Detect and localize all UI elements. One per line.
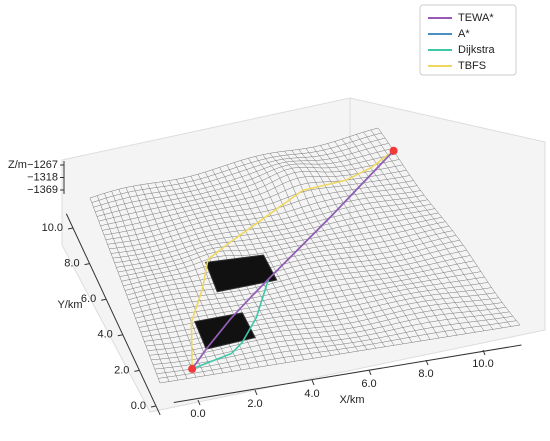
mesh-line <box>98 153 396 222</box>
x-tick-label: 10.0 <box>472 358 493 370</box>
mesh-line <box>298 149 422 342</box>
mesh-line <box>255 156 368 350</box>
mesh-line <box>262 154 377 349</box>
legend <box>419 4 517 76</box>
y-tick <box>101 298 107 301</box>
mesh-line <box>363 131 503 329</box>
mesh-line <box>291 150 413 343</box>
mesh-line <box>377 127 521 326</box>
legend-label: TBFS <box>458 60 486 72</box>
start-point <box>188 364 197 373</box>
mesh-line <box>284 151 404 344</box>
y-axis-label: Y/km <box>57 299 82 311</box>
mesh-line <box>240 160 350 353</box>
mesh-line <box>114 199 428 263</box>
y-tick-label: 10.0 <box>42 222 63 234</box>
mesh-line <box>119 212 439 277</box>
mesh-line <box>356 134 494 330</box>
x-tick <box>197 399 201 406</box>
path-line <box>190 150 395 369</box>
obstacle <box>204 254 278 293</box>
path-line <box>191 150 395 370</box>
x-tick-label: 2.0 <box>247 398 262 410</box>
mesh-line <box>100 159 400 226</box>
y-tick <box>84 263 90 266</box>
mesh-line <box>123 221 446 287</box>
mesh-line <box>370 129 512 327</box>
mesh-line <box>112 194 425 259</box>
mesh-line <box>89 127 379 199</box>
x-tick <box>368 369 372 376</box>
y-tick <box>117 334 123 337</box>
z-tick-label: −1369 <box>27 184 58 196</box>
mesh-line <box>348 136 485 331</box>
mesh-line <box>102 164 403 231</box>
mesh-line <box>116 203 432 268</box>
mesh-line <box>103 169 407 236</box>
x-tick-label: 4.0 <box>304 388 319 400</box>
mesh-line <box>95 143 389 213</box>
x-tick <box>425 359 429 366</box>
z-tick-label: −1318 <box>27 171 58 183</box>
mesh-line <box>91 132 382 203</box>
x-tick <box>311 379 315 386</box>
x-axis <box>173 344 522 403</box>
mesh-line <box>334 141 467 334</box>
mesh-line <box>117 208 435 273</box>
mesh-line <box>327 143 458 336</box>
mesh-line <box>305 148 431 340</box>
mesh-line <box>121 217 442 282</box>
mesh-line <box>277 151 395 346</box>
legend-label: A* <box>458 28 470 40</box>
y-tick <box>67 227 74 230</box>
x-axis-label: X/km <box>339 394 364 406</box>
z-tick-label: −1267 <box>27 159 58 171</box>
x-tick-label: 6.0 <box>361 378 376 390</box>
mesh-line <box>124 225 450 291</box>
mesh-line <box>107 180 414 245</box>
obstacle <box>194 312 256 350</box>
y-tick-label: 6.0 <box>81 293 96 305</box>
x-tick-label: 8.0 <box>418 368 433 380</box>
mesh-line <box>312 146 440 339</box>
legend-label: Dijkstra <box>458 44 496 56</box>
y-axis <box>65 213 161 416</box>
y-tick <box>134 369 140 372</box>
x-tick-label: 0.0 <box>190 408 205 420</box>
legend-label: TEWA* <box>458 12 494 24</box>
mesh-line <box>320 145 449 337</box>
mesh-line <box>93 137 386 208</box>
y-tick-label: 0.0 <box>131 400 146 412</box>
z-axis-label: Z/m <box>8 159 27 171</box>
mesh-line <box>105 175 410 240</box>
mesh-line <box>96 148 393 217</box>
goal-point <box>389 146 398 155</box>
mesh-line <box>109 185 418 250</box>
mesh-line <box>269 153 386 347</box>
y-tick-label: 8.0 <box>64 258 79 270</box>
x-tick <box>254 389 258 396</box>
x-tick <box>482 349 486 356</box>
y-tick-label: 4.0 <box>98 329 113 341</box>
mesh-line <box>110 190 421 254</box>
mesh-line <box>248 158 359 352</box>
y-tick-label: 2.0 <box>114 364 129 376</box>
y-tick <box>150 405 157 408</box>
